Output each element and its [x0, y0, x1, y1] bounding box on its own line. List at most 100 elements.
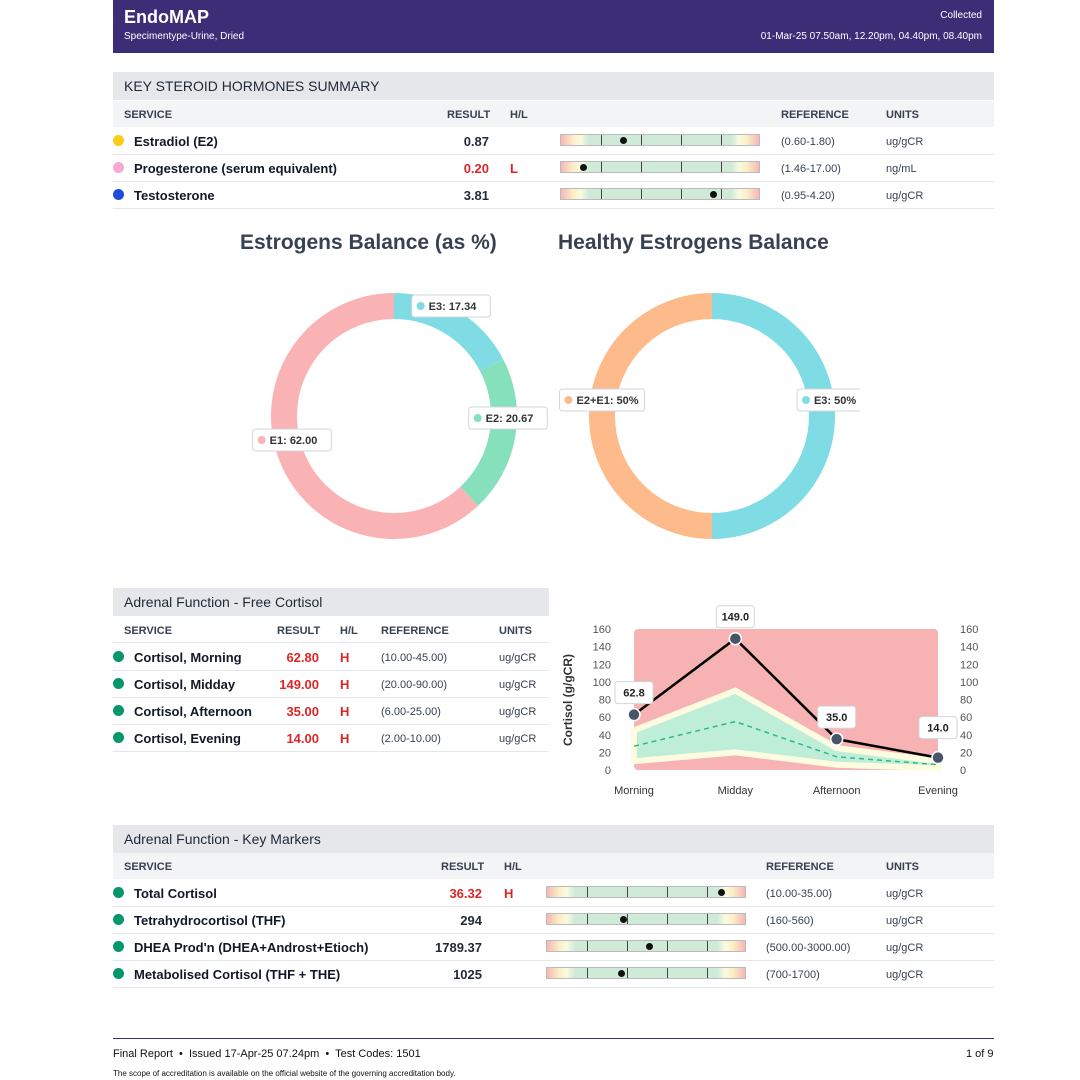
col-units: UNITS: [886, 109, 919, 121]
gauge-tick: [601, 189, 602, 199]
gauge-tick: [601, 135, 602, 145]
status-dot: [113, 968, 124, 979]
gauge-tick: [721, 189, 722, 199]
reference-range: (1.46-17.00): [781, 163, 841, 175]
estrogen-donut-charts: E3: 17.34 E2: 20.67 E1: 62.00 E3: 50% E2+E1:…: [252, 293, 860, 539]
gauge-marker: [620, 137, 627, 144]
service-name: Testosterone: [134, 188, 215, 203]
donut-label-e2e1-healthy: E2+E1: 50%: [559, 388, 645, 412]
col-hl: H/L: [340, 625, 358, 637]
hl-flag: H: [340, 650, 350, 665]
range-gauge: [560, 161, 760, 173]
col-units: UNITS: [499, 625, 532, 637]
label-box: [252, 428, 332, 452]
service-name: Estradiol (E2): [134, 134, 218, 149]
gauge-tick: [641, 162, 642, 172]
result-value: 62.80: [286, 650, 319, 665]
gauge-marker: [718, 889, 725, 896]
specimen-type: Specimentype-Urine, Dried: [124, 31, 245, 42]
report-title: EndoMAP: [124, 7, 209, 27]
reference-range: (2.00-10.00): [381, 733, 441, 745]
label-swatch: [257, 436, 266, 444]
reference-range: (0.95-4.20): [781, 190, 835, 202]
y-tick-left: 60: [599, 712, 611, 724]
data-label: 35.0: [826, 712, 847, 724]
table-row: Cortisol, Afternoon 35.00 H (6.00-25.00) ug/…: [113, 698, 549, 725]
table-row: Tetrahydrocortisol (THF) 294 (160-560) ug/g…: [113, 907, 994, 934]
y-tick-right: 60: [960, 712, 972, 724]
status-dot: [113, 914, 124, 925]
collected-times: 01-Mar-25 07.50am, 12.20pm, 04.40pm, 08.…: [760, 31, 982, 42]
status-dot: [113, 135, 124, 146]
gauge-tick: [707, 914, 708, 924]
col-service: SERVICE: [124, 109, 173, 121]
normal-range-band: [631, 687, 941, 772]
donut-label-e1: E1: 62.00: [252, 428, 332, 452]
result-value: 1025: [453, 967, 482, 982]
units: ug/gCR: [886, 888, 924, 900]
gauge-tick: [587, 941, 588, 951]
y-tick-right: 80: [960, 695, 972, 707]
gauge-tick: [667, 914, 668, 924]
footer-accreditation-note: The scope of accreditation is available …: [113, 1069, 456, 1078]
label-box: [411, 294, 491, 318]
gauge-marker: [646, 943, 653, 950]
gauge-tick: [601, 162, 602, 172]
gauge-tick: [641, 135, 642, 145]
result-value: 149.00: [279, 677, 319, 692]
range-gauge: [546, 913, 746, 925]
col-result: RESULT: [441, 861, 485, 873]
data-point: [829, 732, 844, 746]
units: ug/gCR: [886, 190, 924, 202]
service-name: Cortisol, Afternoon: [134, 704, 252, 719]
donut-slice: [271, 293, 479, 539]
gauge-marker: [618, 970, 625, 977]
y-axis-label: Cortisol (g/gCR): [561, 654, 575, 746]
table-row: Total Cortisol 36.32 H (10.00-35.00) ug/gCR: [113, 880, 994, 907]
result-value: 35.00: [286, 704, 319, 719]
y-tick-left: 100: [593, 677, 611, 689]
table-row: DHEA Prod'n (DHEA+Androst+Etioch) 1789.37…: [113, 934, 994, 961]
gauge-tick: [627, 968, 628, 978]
label-box: [468, 406, 548, 430]
cortisol-line-chart: 0 0 20 20 40 40 60 60 80 80 100 100 120 120 140 140 160 1…: [561, 605, 978, 797]
y-tick-left: 140: [593, 642, 611, 654]
label-swatch: [473, 414, 482, 422]
col-reference: REFERENCE: [766, 861, 834, 873]
units: ug/gCR: [886, 969, 924, 981]
status-dot: [113, 887, 124, 898]
y-tick-left: 80: [599, 695, 611, 707]
table-row: Estradiol (E2) 0.87 (0.60-1.80) ug/gCR: [113, 128, 994, 155]
markers-table-header: SERVICE RESULT H/L REFERENCE UNITS: [113, 853, 994, 879]
status-dot: [113, 941, 124, 952]
data-label: 62.8: [623, 688, 644, 700]
col-result: RESULT: [277, 625, 321, 637]
result-value: 0.20: [463, 161, 489, 176]
result-value: 1789.37: [435, 940, 482, 955]
x-tick-label: Afternoon: [813, 785, 861, 797]
reference-range: (10.00-35.00): [766, 888, 833, 900]
label-text: E2: 20.67: [486, 413, 534, 425]
reference-range: (10.00-45.00): [381, 652, 448, 664]
table-row: Progesterone (serum equivalent) 0.20 L (1.4…: [113, 155, 994, 182]
table-row: Metabolised Cortisol (THF + THE) 1025 (700…: [113, 961, 994, 988]
col-hl: H/L: [504, 861, 522, 873]
units: ug/gCR: [886, 942, 924, 954]
hl-flag: L: [510, 161, 518, 176]
service-name: Cortisol, Midday: [134, 677, 236, 692]
gauge-tick: [707, 941, 708, 951]
result-value: 3.81: [463, 188, 489, 203]
cortisol-table-header: SERVICE RESULT H/L REFERENCE UNITS: [113, 617, 549, 643]
donut-label-e2: E2: 20.67: [468, 406, 548, 430]
y-tick-right: 20: [960, 747, 972, 759]
markers-section-title: Adrenal Function - Key Markers: [113, 825, 994, 853]
status-dot: [113, 678, 124, 689]
y-tick-left: 160: [593, 624, 611, 636]
data-point: [728, 631, 743, 646]
col-result: RESULT: [447, 109, 491, 121]
units: ug/gCR: [499, 733, 537, 745]
x-tick-label: Evening: [918, 785, 958, 797]
hl-flag: H: [340, 677, 350, 692]
gauge-marker: [710, 191, 717, 198]
service-name: Total Cortisol: [134, 886, 217, 901]
